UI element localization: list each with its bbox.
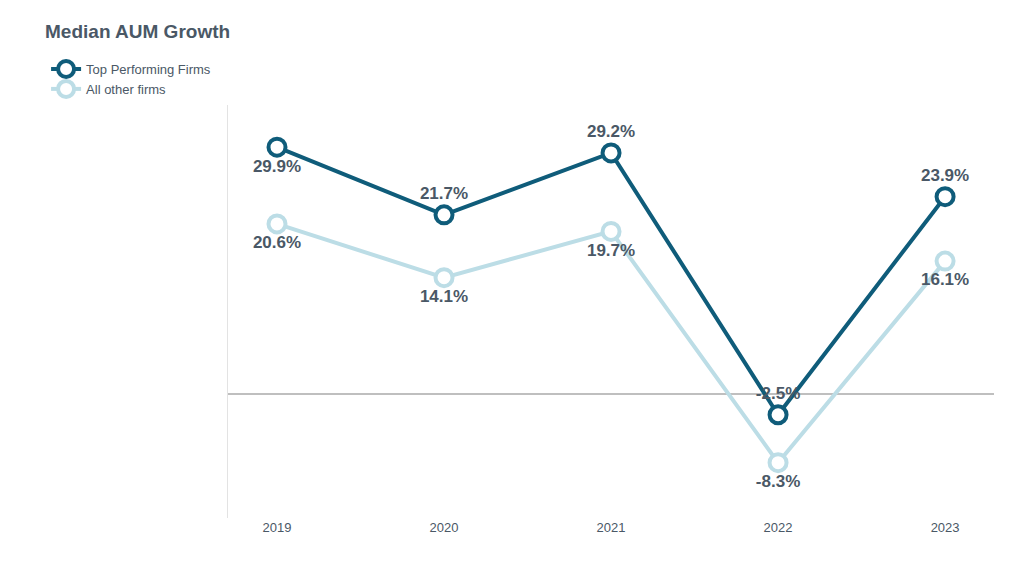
svg-text:2022: 2022 bbox=[764, 520, 793, 535]
svg-text:19.7%: 19.7% bbox=[587, 241, 635, 260]
svg-text:2020: 2020 bbox=[430, 520, 459, 535]
svg-text:21.7%: 21.7% bbox=[420, 184, 468, 203]
svg-text:20.6%: 20.6% bbox=[253, 233, 301, 252]
svg-text:Median AUM Growth: Median AUM Growth bbox=[45, 21, 230, 42]
svg-text:29.2%: 29.2% bbox=[587, 122, 635, 141]
svg-text:2019: 2019 bbox=[263, 520, 292, 535]
svg-text:Top Performing Firms: Top Performing Firms bbox=[86, 62, 211, 77]
svg-text:2023: 2023 bbox=[931, 520, 960, 535]
svg-text:14.1%: 14.1% bbox=[420, 287, 468, 306]
svg-text:All other firms: All other firms bbox=[86, 82, 166, 97]
svg-text:-2.5%: -2.5% bbox=[756, 384, 800, 403]
svg-text:2021: 2021 bbox=[597, 520, 626, 535]
svg-text:-8.3%: -8.3% bbox=[756, 472, 800, 491]
svg-text:29.9%: 29.9% bbox=[253, 157, 301, 176]
svg-text:23.9%: 23.9% bbox=[921, 166, 969, 185]
svg-text:16.1%: 16.1% bbox=[921, 270, 969, 289]
